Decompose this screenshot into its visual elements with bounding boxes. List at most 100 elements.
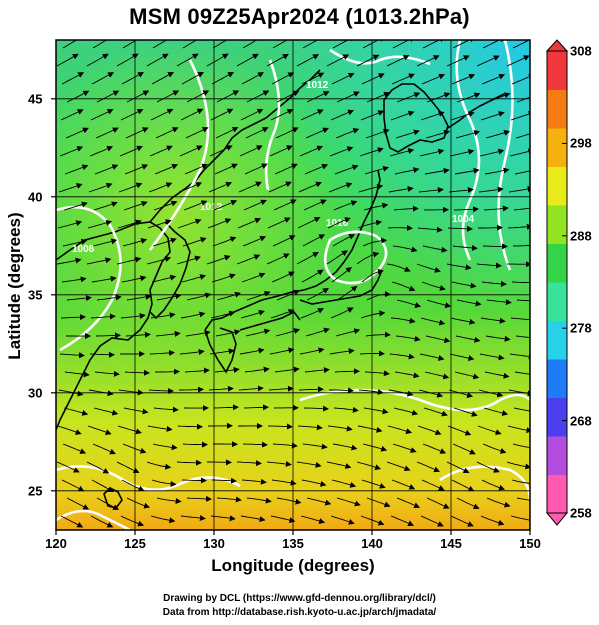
- streamline: [276, 497, 302, 505]
- streamline: [155, 127, 179, 139]
- colorbar-tick-label: 298: [570, 135, 592, 151]
- streamline: [391, 281, 416, 292]
- streamline: [216, 90, 240, 103]
- streamline: [335, 128, 360, 139]
- streamline: [62, 40, 85, 49]
- streamline: [241, 72, 264, 85]
- streamline: [480, 515, 505, 526]
- streamline: [274, 366, 300, 373]
- streamline: [151, 479, 177, 487]
- streamline: [386, 461, 411, 472]
- streamline: [483, 205, 509, 212]
- streamline: [366, 91, 391, 103]
- streamline: [479, 148, 505, 157]
- streamline: [146, 461, 172, 470]
- colorbar-tick-label: 288: [570, 228, 592, 244]
- streamline: [181, 72, 204, 85]
- streamline: [304, 163, 329, 175]
- streamline: [89, 145, 114, 157]
- streamline: [275, 127, 299, 139]
- streamline: [362, 443, 388, 452]
- streamline: [178, 182, 203, 193]
- streamline: [390, 110, 415, 121]
- streamline: [212, 40, 235, 49]
- streamline: [512, 443, 530, 449]
- streamline: [455, 130, 481, 139]
- streamline: [357, 425, 383, 433]
- streamline: [327, 217, 351, 229]
- streamline: [476, 461, 500, 473]
- streamline: [448, 389, 474, 398]
- streamline: [300, 308, 325, 319]
- streamline: [329, 146, 354, 157]
- svg-text:1012: 1012: [200, 202, 223, 213]
- streamline: [61, 276, 87, 283]
- streamline: [239, 145, 263, 157]
- streamline: [486, 497, 511, 508]
- streamline: [393, 205, 419, 212]
- streamline: [266, 253, 290, 265]
- streamline: [155, 330, 181, 337]
- wind-streamlines: [56, 40, 530, 528]
- streamline: [152, 443, 178, 451]
- streamline: [66, 497, 90, 510]
- streamline: [390, 317, 416, 324]
- streamline: [123, 407, 149, 415]
- x-tick-label: 125: [124, 536, 146, 551]
- streamline: [57, 425, 82, 435]
- streamline: [478, 224, 503, 231]
- streamline: [327, 425, 353, 432]
- streamline: [389, 148, 415, 157]
- streamline: [302, 443, 328, 450]
- streamline: [508, 186, 530, 193]
- streamline: [333, 406, 359, 413]
- streamline: [181, 274, 207, 283]
- streamline: [449, 353, 475, 362]
- streamline: [268, 181, 292, 193]
- streamline: [155, 368, 180, 375]
- streamline: [266, 53, 289, 67]
- streamline: [96, 90, 120, 103]
- streamline: [422, 245, 448, 253]
- streamline: [63, 407, 89, 416]
- x-tick-label: 130: [203, 536, 225, 551]
- streamline: [425, 129, 451, 139]
- axis-ticks: [51, 98, 531, 535]
- streamline: [177, 218, 202, 229]
- streamline: [515, 335, 530, 338]
- streamline: [296, 54, 319, 67]
- streamline: [156, 497, 182, 504]
- streamline: [421, 73, 446, 85]
- streamline: [121, 479, 145, 492]
- streamline: [58, 183, 83, 193]
- streamline: [180, 311, 206, 319]
- streamline: [206, 255, 231, 265]
- streamline: [90, 313, 116, 320]
- streamline: [451, 479, 475, 492]
- streamline: [60, 314, 86, 321]
- streamline: [417, 226, 443, 233]
- streamline: [449, 148, 475, 157]
- streamline: [447, 425, 472, 436]
- streamline: [300, 109, 324, 121]
- streamline: [306, 497, 332, 506]
- streamline: [245, 328, 271, 337]
- streamline: [420, 317, 446, 326]
- streamline: [483, 407, 509, 416]
- svg-text:1004: 1004: [452, 214, 475, 225]
- streamline: [176, 53, 199, 67]
- streamline: [303, 405, 329, 412]
- streamline: [422, 443, 447, 454]
- y-tick-label: 40: [28, 189, 43, 205]
- streamline: [419, 353, 445, 361]
- streamline: [386, 55, 410, 67]
- streamline: [448, 187, 474, 193]
- streamline: [91, 479, 114, 492]
- streamline: [237, 217, 262, 229]
- streamline: [240, 309, 265, 319]
- streamline: [329, 348, 355, 355]
- streamline: [126, 90, 150, 103]
- streamline: [485, 335, 511, 342]
- streamline: [56, 461, 80, 473]
- streamline: [186, 495, 212, 502]
